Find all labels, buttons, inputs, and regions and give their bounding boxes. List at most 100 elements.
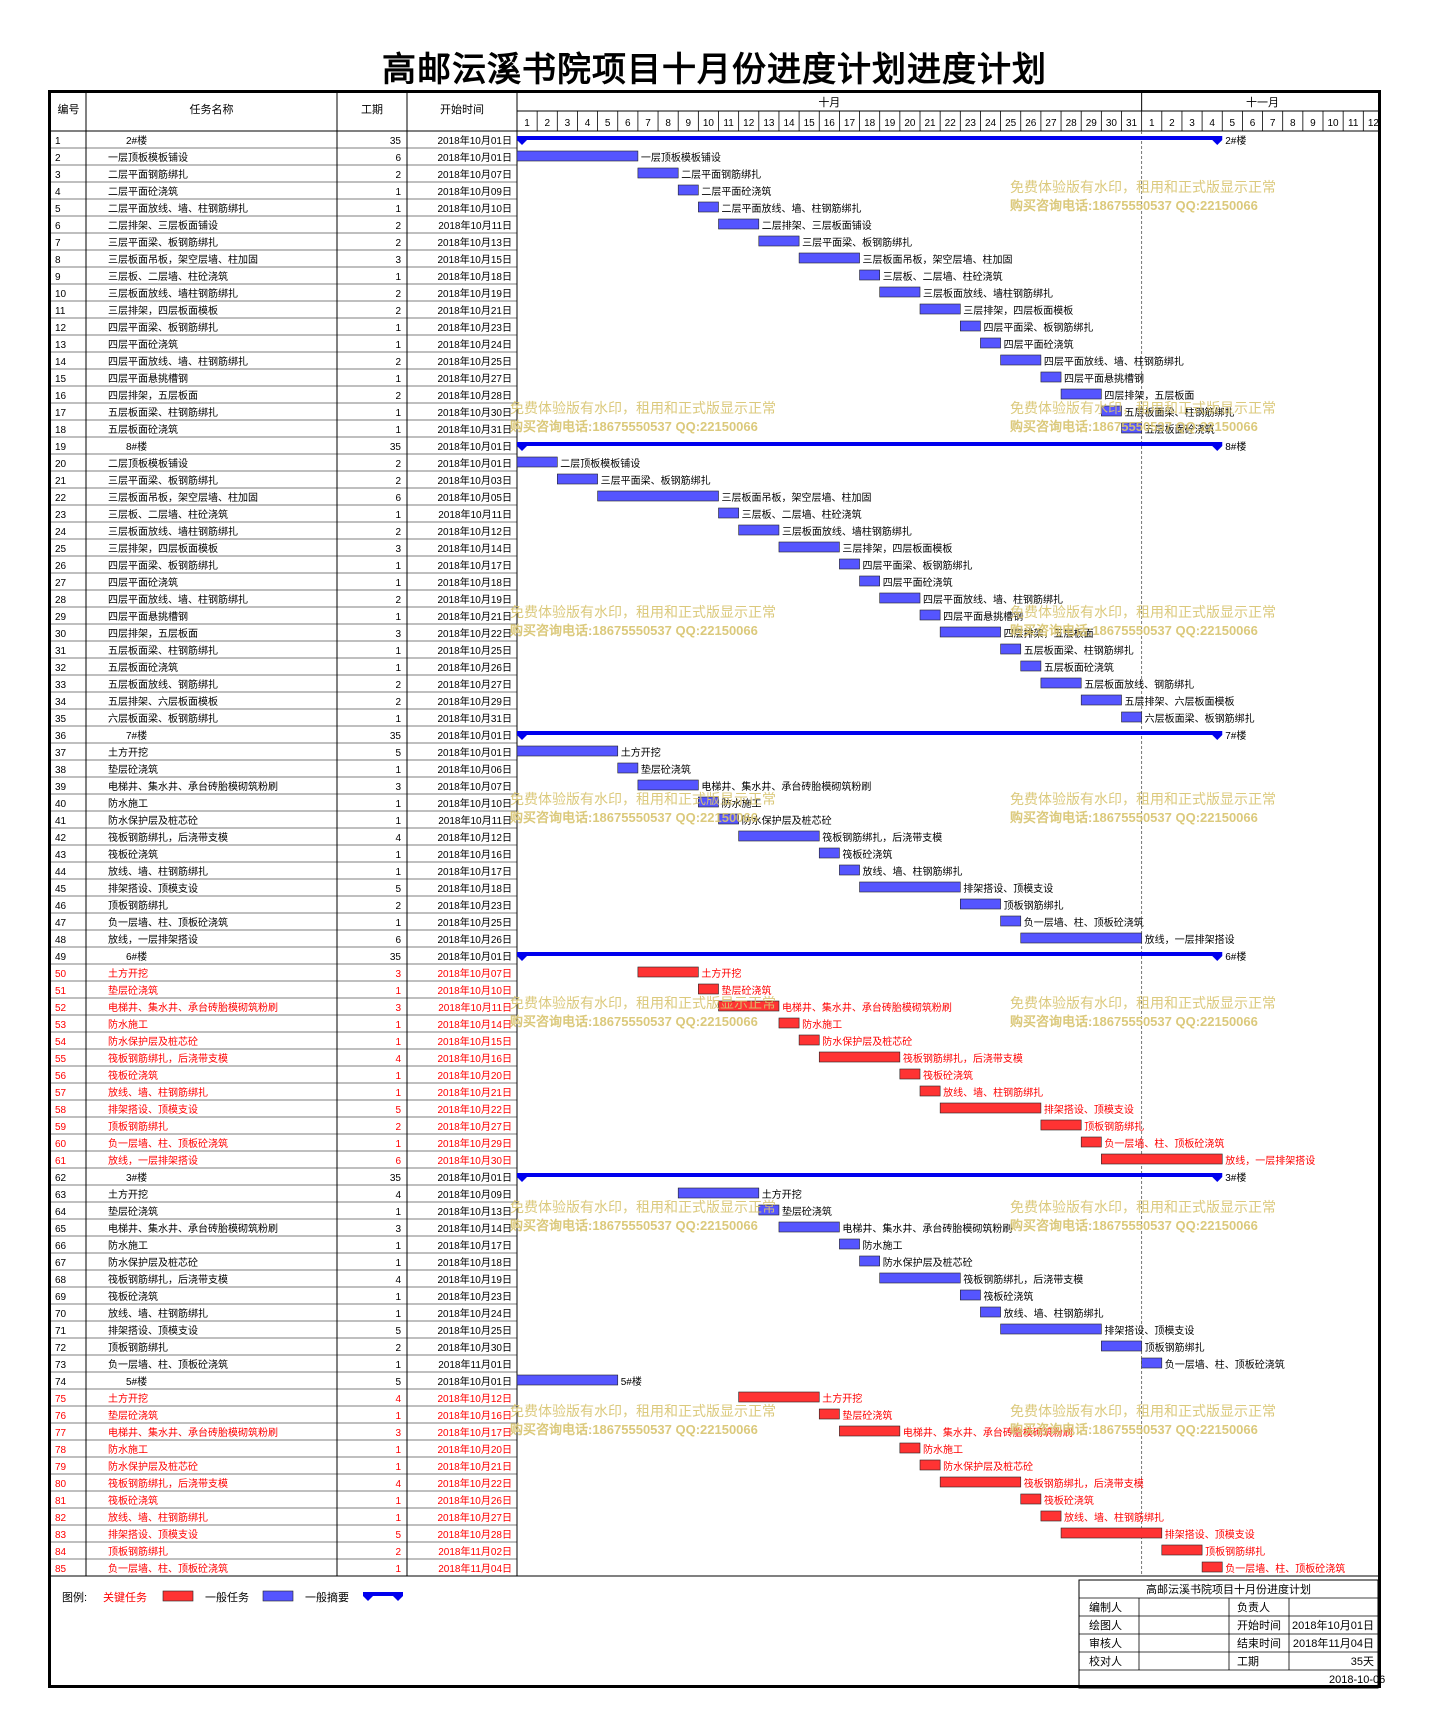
- watermark-line1: 免费体验版有水印，租用和正式版显示正常: [1010, 1199, 1276, 1215]
- task-id: 71: [55, 1326, 67, 1337]
- task-bar: [859, 575, 880, 587]
- task-duration: 1: [395, 1564, 401, 1575]
- task-id: 16: [55, 391, 67, 402]
- task-bar: [1000, 915, 1022, 927]
- task-id: 35: [55, 714, 67, 725]
- day-tick-label: 30: [1106, 118, 1118, 129]
- task-duration: 1: [395, 425, 401, 436]
- task-id: 81: [55, 1496, 67, 1507]
- task-start: 2018年10月26日: [438, 1494, 513, 1507]
- day-tick-label: 4: [585, 118, 591, 129]
- task-id: 74: [55, 1377, 67, 1388]
- bar-label: 负一层墙、柱、顶板砼浇筑: [1104, 1137, 1224, 1150]
- task-start: 2018年10月16日: [438, 1409, 513, 1422]
- task-duration: 2: [395, 391, 401, 402]
- day-tick-label: 12: [743, 118, 755, 129]
- task-duration: 6: [395, 1156, 401, 1167]
- bar-label: 顶板钢筋绑扎: [1145, 1341, 1205, 1354]
- task-duration: 1: [395, 1258, 401, 1269]
- month-label: 十一月: [1246, 95, 1279, 109]
- task-bar: [778, 541, 840, 553]
- day-tick-label: 31: [1126, 118, 1138, 129]
- task-bar: [879, 286, 921, 298]
- info-value: 2018年11月04日: [1293, 1636, 1374, 1650]
- task-start: 2018年10月01日: [438, 134, 513, 147]
- task-duration: 1: [395, 1411, 401, 1422]
- day-tick-label: 26: [1025, 118, 1037, 129]
- bar-label: 5#楼: [621, 1375, 642, 1388]
- task-bar: [1000, 1323, 1102, 1335]
- task-start: 2018年10月25日: [438, 644, 513, 657]
- task-duration: 2: [395, 527, 401, 538]
- task-start: 2018年10月01日: [438, 1375, 513, 1388]
- task-id: 29: [55, 612, 67, 623]
- gantt-frame: [48, 90, 1381, 1688]
- task-duration: 2: [395, 459, 401, 470]
- bar-label: 四层平面悬挑槽钢: [1064, 372, 1144, 385]
- watermark-line2: 购买咨询电话:18675550537 QQ:22150066: [510, 810, 758, 825]
- task-duration: 2: [395, 1547, 401, 1558]
- task-id: 47: [55, 918, 67, 929]
- task-id: 12: [55, 323, 67, 334]
- task-id: 31: [55, 646, 67, 657]
- bar-label: 顶板钢筋绑扎: [1004, 899, 1064, 912]
- task-bar: [1101, 405, 1122, 417]
- task-name: 二层平面放线、墙、柱钢筋绑扎: [108, 202, 248, 215]
- task-name: 负一层墙、柱、顶板砼浇筑: [108, 916, 228, 929]
- task-id: 5: [55, 204, 61, 215]
- task-duration: 35: [390, 731, 402, 742]
- task-name: 顶板钢筋绑扎: [108, 899, 168, 912]
- task-start: 2018年10月18日: [438, 270, 513, 283]
- task-duration: 3: [395, 255, 401, 266]
- summary-bar: [517, 442, 1223, 446]
- task-name: 防水保护层及桩芯砼: [108, 1460, 198, 1473]
- watermark-line1: 免费体验版有水印，租用和正式版显示正常: [1010, 995, 1276, 1011]
- month-label: 十月: [818, 95, 840, 109]
- task-bar: [677, 184, 699, 196]
- task-bar: [798, 252, 860, 264]
- watermark-line1: 免费体验版有水印，租用和正式版显示正常: [1010, 604, 1276, 620]
- watermark-line1: 免费体验版有水印，租用和正式版显示正常: [510, 604, 776, 620]
- task-bar: [516, 456, 558, 468]
- task-duration: 5: [395, 748, 401, 759]
- task-bar: [1020, 1493, 1042, 1505]
- task-bar: [939, 626, 1001, 638]
- task-id: 21: [55, 476, 67, 487]
- task-duration: 4: [395, 1394, 401, 1405]
- task-id: 85: [55, 1564, 67, 1575]
- task-name: 放线、墙、柱钢筋绑扎: [108, 1511, 208, 1524]
- bar-label: 排架搭设、顶模支设: [963, 882, 1053, 895]
- task-start: 2018年10月11日: [438, 1001, 512, 1014]
- task-start: 2018年10月07日: [438, 168, 513, 181]
- task-id: 69: [55, 1292, 67, 1303]
- task-id: 50: [55, 969, 67, 980]
- task-id: 27: [55, 578, 67, 589]
- task-bar: [919, 303, 961, 315]
- task-bar: [939, 1102, 1042, 1114]
- task-id: 45: [55, 884, 67, 895]
- task-id: 70: [55, 1309, 67, 1320]
- bar-label: 电梯井、集水井、承台砖胎模砌筑粉刷: [842, 1222, 1012, 1235]
- task-duration: 2: [395, 595, 401, 606]
- task-id: 43: [55, 850, 67, 861]
- bar-label: 筏板钢筋绑扎，后浇带支模: [903, 1052, 1023, 1065]
- day-tick-label: 6: [625, 118, 631, 129]
- task-name: 筏板砼浇筑: [108, 1290, 158, 1303]
- bar-label: 土方开挖: [822, 1392, 862, 1405]
- task-start: 2018年10月31日: [438, 423, 513, 436]
- task-id: 28: [55, 595, 67, 606]
- bar-label: 三层板、二层墙、柱砼浇筑: [742, 508, 862, 521]
- watermark-line1: 免费体验版有水印，租用和正式版显示正常: [510, 1199, 776, 1215]
- task-bar: [516, 745, 619, 757]
- watermark-line1: 免费体验版有水印，租用和正式版显示正常: [510, 1403, 776, 1419]
- summary-bar-start: [517, 140, 527, 145]
- task-start: 2018年10月23日: [438, 899, 513, 912]
- task-start: 2018年10月21日: [438, 610, 513, 623]
- task-start: 2018年10月30日: [438, 1341, 513, 1354]
- info-label: 编制人: [1089, 1600, 1122, 1614]
- bar-label: 排架搭设、顶模支设: [1044, 1103, 1134, 1116]
- watermark-line2: 购买咨询电话:18675550537 QQ:22150066: [1010, 1422, 1258, 1437]
- task-start: 2018年10月22日: [438, 627, 513, 640]
- task-bar: [859, 1255, 880, 1267]
- day-tick-label: 14: [783, 118, 795, 129]
